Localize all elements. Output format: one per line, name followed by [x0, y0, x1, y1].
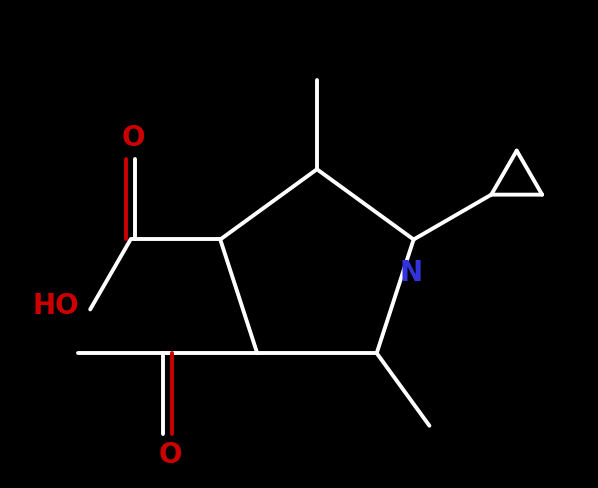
Text: HO: HO — [33, 292, 80, 321]
Text: O: O — [158, 441, 182, 469]
Text: N: N — [399, 259, 422, 286]
Text: O: O — [122, 123, 145, 152]
